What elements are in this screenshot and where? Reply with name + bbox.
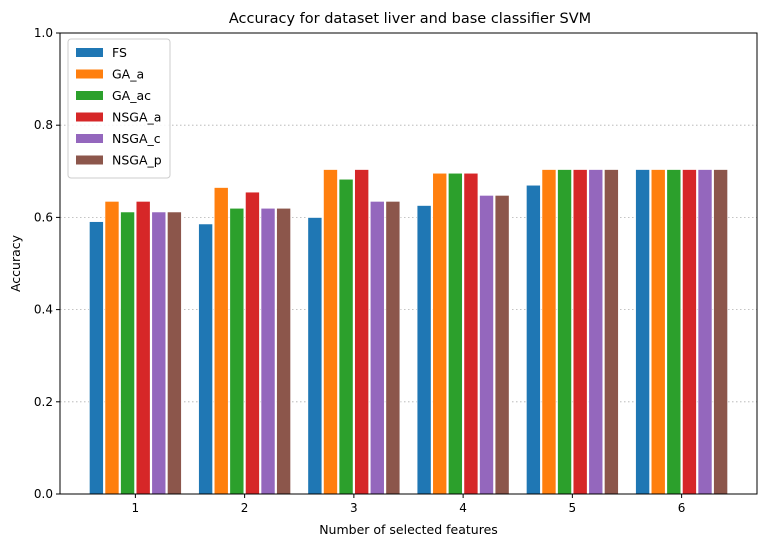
- bar-nsga-p: [166, 211, 182, 495]
- bar-ga-ac: [120, 211, 136, 495]
- x-tick-label: 2: [241, 501, 249, 515]
- bars: [88, 169, 729, 495]
- bar-nsga-c: [151, 211, 167, 495]
- bar-nsga-p: [603, 169, 619, 495]
- y-tick-label: 1.0: [34, 26, 53, 40]
- bar-nsga-a: [354, 169, 370, 495]
- bar-nsga-a: [463, 172, 479, 495]
- bar-nsga-a: [572, 169, 588, 495]
- bar-fs: [416, 205, 432, 495]
- bar-fs: [307, 216, 323, 495]
- bar-ga-ac: [229, 207, 245, 495]
- chart-title: Accuracy for dataset liver and base clas…: [229, 11, 591, 27]
- y-tick-label: 0.0: [34, 487, 53, 501]
- legend-label-nsga-p: NSGA_p: [112, 153, 162, 168]
- legend-label-nsga-c: NSGA_c: [112, 131, 161, 146]
- bar-ga-ac: [447, 172, 463, 495]
- bar-ga-a: [432, 172, 448, 495]
- bar-nsga-a: [135, 200, 151, 495]
- legend-swatch-nsga-a: [76, 112, 103, 122]
- legend-swatch-nsga-c: [76, 134, 103, 143]
- bar-nsga-p: [713, 169, 729, 495]
- bar-fs: [88, 221, 104, 495]
- bar-nsga-c: [697, 169, 713, 495]
- bar-nsga-c: [369, 200, 385, 495]
- x-axis-title: Number of selected features: [319, 522, 498, 537]
- legend-swatch-nsga-p: [76, 155, 103, 165]
- bar-fs: [635, 169, 651, 495]
- bar-nsga-c: [479, 194, 495, 495]
- bar-nsga-c: [260, 207, 276, 495]
- bar-nsga-a: [681, 169, 697, 495]
- y-tick-label: 0.4: [34, 303, 53, 317]
- bar-nsga-p: [494, 194, 510, 495]
- x-tick-label: 1: [132, 501, 140, 515]
- bar-fs: [198, 223, 214, 495]
- bar-fs: [525, 184, 541, 495]
- bar-nsga-a: [244, 191, 260, 495]
- bar-nsga-p: [276, 207, 292, 495]
- x-tick-label: 4: [459, 501, 467, 515]
- x-tick-label: 5: [569, 501, 577, 515]
- bar-ga-a: [541, 169, 557, 495]
- y-tick-label: 0.8: [34, 118, 53, 132]
- legend-label-nsga-a: NSGA_a: [112, 110, 161, 125]
- bar-ga-a: [650, 169, 666, 495]
- bar-nsga-p: [385, 200, 401, 495]
- legend-label-fs: FS: [112, 45, 127, 60]
- bar-ga-ac: [557, 169, 573, 495]
- legend-label-ga-ac: GA_ac: [112, 88, 151, 103]
- y-axis: 0.0 0.2 0.4 0.6 0.8 1.0: [34, 26, 60, 501]
- legend: FS GA_a GA_ac NSGA_a NSGA_c NSGA_p: [67, 38, 171, 179]
- y-tick-label: 0.6: [34, 210, 53, 224]
- bar-ga-ac: [666, 169, 682, 495]
- bar-ga-ac: [338, 178, 354, 495]
- legend-swatch-ga-a: [76, 69, 103, 79]
- bar-nsga-c: [588, 169, 604, 495]
- bar-ga-a: [213, 187, 229, 495]
- y-tick-label: 0.2: [34, 395, 53, 409]
- legend-swatch-ga-ac: [76, 91, 103, 100]
- bar-ga-a: [104, 200, 120, 495]
- plot-frame: [59, 32, 758, 495]
- x-tick-label: 3: [350, 501, 358, 515]
- x-axis: 1 2 3 4 5 6: [132, 494, 686, 515]
- bar-ga-a: [322, 169, 338, 495]
- legend-swatch-fs: [76, 48, 103, 57]
- y-axis-title: Accuracy: [8, 234, 23, 292]
- x-tick-label: 6: [678, 501, 686, 515]
- legend-label-ga-a: GA_a: [112, 67, 144, 82]
